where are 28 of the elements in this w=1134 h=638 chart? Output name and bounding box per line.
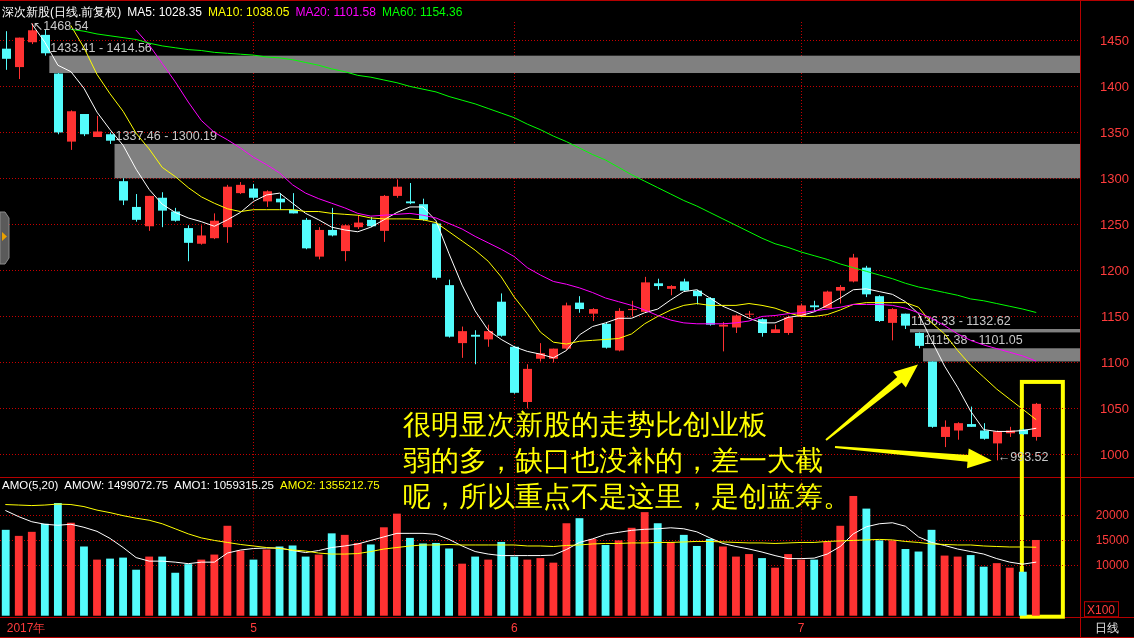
y-tick-label: 1150 bbox=[1101, 308, 1129, 324]
legend: AMO1: 1059315.25 AMO2: 1355212.75 bbox=[174, 479, 380, 491]
chart-title: 深次新股(日线.前复权) bbox=[2, 5, 122, 19]
y-tick-label: 1350 bbox=[1100, 124, 1129, 140]
text: 日线 bbox=[1095, 620, 1120, 635]
y-tick-label: 1000 bbox=[1100, 446, 1129, 462]
annotation: ↖1468.54 bbox=[32, 19, 89, 34]
annotation: 呢，所以重点不是这里，是创蓝筹。 bbox=[403, 480, 851, 513]
y-tick-label: 10000 bbox=[1095, 558, 1130, 573]
y-tick-label: 1200 bbox=[1100, 262, 1129, 278]
y-tick-label: 1050 bbox=[1100, 400, 1129, 416]
y-tick-label: 20000 bbox=[1095, 507, 1130, 522]
annotation: 很明显次新股的走势比创业板 bbox=[403, 408, 767, 441]
y-tick-label: 1300 bbox=[1100, 170, 1129, 186]
text: 2017年 bbox=[6, 620, 46, 635]
y-tick-label: 1400 bbox=[1100, 78, 1129, 94]
chart-subtitle: AMOW: 1499072.75 bbox=[64, 479, 169, 491]
chart-title: AMO(5,20) bbox=[2, 479, 59, 491]
annotation: 弱的多，缺口也没补的，差一大截 bbox=[403, 444, 823, 477]
y-tick-label: 1250 bbox=[1100, 216, 1129, 232]
x-tick-label: 5 bbox=[250, 620, 258, 635]
y-axis-title: X100 bbox=[1087, 602, 1116, 617]
legend: MA5: 1028.35 MA10: 1038.05 MA20: 1101.58 MA60: 1154.36 bbox=[127, 5, 463, 19]
x-tick-label: 6 bbox=[510, 620, 518, 635]
y-tick-label: 1100 bbox=[1101, 354, 1129, 370]
x-tick-label: 7 bbox=[797, 620, 805, 635]
y-tick-label: 1450 bbox=[1100, 32, 1129, 48]
y-tick-label: 15000 bbox=[1095, 532, 1130, 547]
